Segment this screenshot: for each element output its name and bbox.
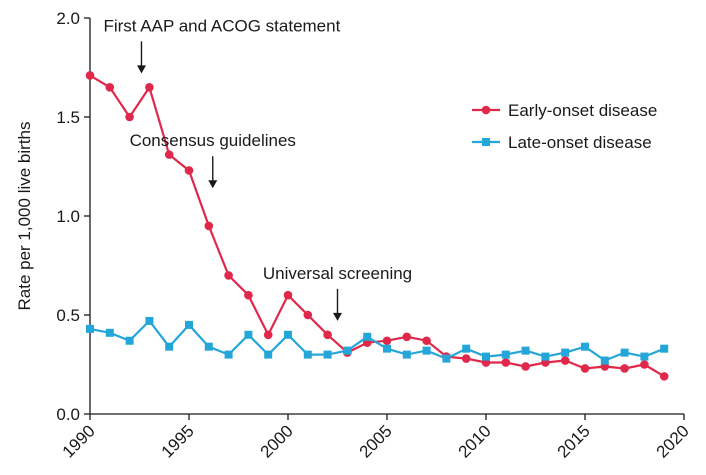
- x-ticks: 1990 1995 2000 2005 2010 2015 2020: [59, 414, 693, 462]
- early-onset-point: [244, 290, 253, 300]
- early-onset-point: [402, 332, 412, 342]
- late-onset-point: [402, 350, 411, 359]
- late-onset-point: [185, 320, 193, 329]
- early-onset-point: [224, 271, 233, 280]
- early-onset-point: [323, 330, 332, 340]
- late-onset-point: [521, 346, 530, 355]
- y-tick-label: 1.5: [56, 108, 80, 127]
- late-onset-point: [561, 348, 570, 357]
- x-tick-label: 2000: [257, 421, 297, 461]
- late-onset-point: [323, 350, 332, 359]
- arrow-head-icon: [333, 312, 342, 321]
- x-tick-label: 2010: [455, 421, 495, 461]
- series-line-early-onset: [89, 74, 665, 378]
- late-onset-point: [86, 324, 94, 333]
- legend-label: Early-onset disease: [508, 101, 657, 120]
- late-onset-point: [640, 352, 649, 361]
- legend-label: Late-onset disease: [508, 133, 652, 152]
- legend: Early-onset disease Late-onset disease: [472, 101, 657, 152]
- early-onset-point: [164, 150, 174, 159]
- annotations: First AAP and ACOG statement Consensus gu…: [103, 16, 412, 321]
- late-onset-point: [581, 342, 589, 351]
- x-tick-label: 2005: [356, 421, 396, 461]
- late-onset-point: [105, 328, 114, 337]
- early-onset-point: [521, 362, 530, 371]
- late-onset-point: [343, 346, 352, 355]
- late-onset-point: [145, 316, 154, 325]
- early-onset-point: [640, 360, 649, 369]
- annotation: Consensus guidelines: [130, 131, 296, 189]
- late-onset-point: [165, 342, 174, 351]
- annotation-label: Universal screening: [263, 264, 412, 283]
- late-onset-point: [462, 344, 471, 353]
- late-onset-point: [264, 350, 273, 359]
- early-onset-point: [263, 330, 273, 340]
- y-ticks: 0.0 0.5 1.0 1.5 2.0: [56, 9, 90, 424]
- late-onset-point: [660, 344, 669, 353]
- legend-item: Early-onset disease: [472, 101, 657, 120]
- legend-marker: [481, 105, 491, 115]
- late-onset-point: [620, 348, 629, 357]
- early-onset-point: [85, 71, 95, 80]
- early-onset-point: [422, 336, 431, 346]
- legend-item: Late-onset disease: [472, 133, 652, 152]
- x-tick-label: 1990: [59, 421, 99, 461]
- early-onset-point: [145, 83, 154, 92]
- late-onset-point: [284, 330, 292, 339]
- early-onset-point: [580, 364, 590, 373]
- early-onset-point: [382, 336, 392, 346]
- early-onset-point: [105, 83, 115, 92]
- late-onset-point: [363, 332, 372, 341]
- late-onset-point: [125, 336, 134, 345]
- early-onset-point: [283, 290, 293, 300]
- arrow-head-icon: [208, 180, 218, 189]
- late-onset-point: [383, 344, 391, 353]
- late-onset-point: [204, 342, 213, 351]
- early-onset-point: [204, 221, 214, 231]
- x-tick-label: 2020: [653, 421, 693, 461]
- y-tick-label: 1.0: [56, 207, 80, 226]
- series-markers: [85, 71, 669, 381]
- x-tick-label: 2015: [554, 421, 594, 461]
- annotation-label: First AAP and ACOG statement: [103, 16, 340, 35]
- early-onset-point: [659, 372, 669, 381]
- late-onset-point: [482, 352, 490, 361]
- late-onset-point: [224, 350, 233, 359]
- late-onset-point: [541, 352, 550, 361]
- late-onset-point: [303, 350, 312, 359]
- early-onset-point: [461, 354, 471, 363]
- early-onset-point: [184, 166, 194, 175]
- legend-marker: [482, 138, 490, 146]
- late-onset-point: [600, 356, 609, 365]
- late-onset-point: [501, 350, 510, 359]
- early-onset-point: [501, 358, 511, 367]
- arrow-head-icon: [136, 65, 146, 74]
- late-onset-point: [442, 354, 451, 363]
- early-onset-point: [620, 364, 629, 373]
- annotation-label: Consensus guidelines: [130, 131, 296, 150]
- early-onset-point: [125, 112, 134, 122]
- annotation: First AAP and ACOG statement: [103, 16, 341, 74]
- y-tick-label: 0.0: [56, 405, 80, 424]
- x-tick-label: 1995: [158, 421, 198, 461]
- early-onset-point: [303, 310, 313, 320]
- y-tick-label: 2.0: [56, 9, 80, 28]
- series-lines: [89, 74, 665, 378]
- y-tick-label: 0.5: [56, 306, 80, 325]
- late-onset-point: [422, 346, 431, 355]
- y-axis-title: Rate per 1,000 live births: [15, 122, 34, 311]
- early-onset-point: [560, 356, 570, 365]
- late-onset-point: [244, 330, 253, 339]
- annotation: Universal screening: [263, 264, 412, 321]
